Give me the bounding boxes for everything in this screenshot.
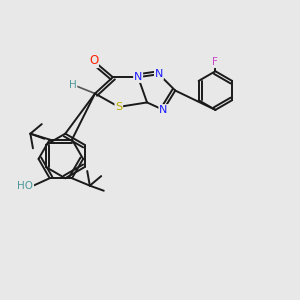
Text: N: N	[159, 105, 168, 115]
Text: H: H	[69, 80, 76, 90]
Text: HO: HO	[17, 181, 33, 191]
Text: N: N	[155, 69, 163, 79]
Text: S: S	[115, 102, 122, 112]
Text: N: N	[134, 72, 142, 82]
Text: O: O	[89, 54, 98, 67]
Text: F: F	[212, 57, 218, 67]
